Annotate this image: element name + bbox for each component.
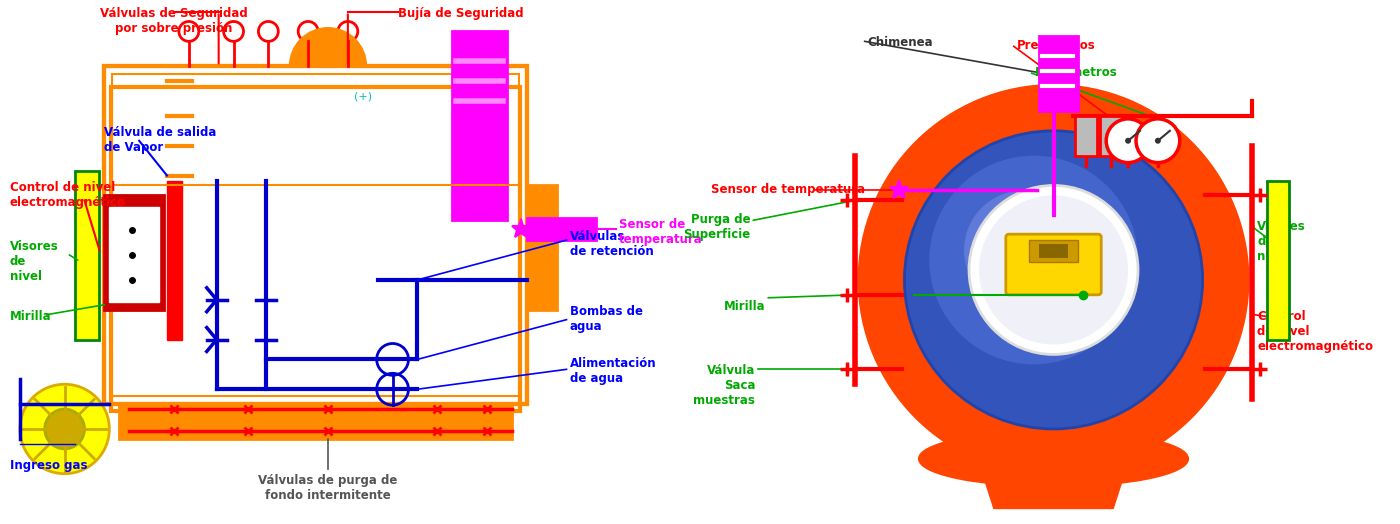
- Text: Visores
de
nivel: Visores de nivel: [10, 240, 59, 283]
- Bar: [112, 74, 519, 396]
- Bar: [167, 180, 182, 340]
- FancyBboxPatch shape: [1005, 234, 1102, 295]
- Bar: [1267, 180, 1289, 340]
- Text: Válvula
Saca
muestras: Válvula Saca muestras: [693, 364, 756, 407]
- Text: Mirilla: Mirilla: [10, 310, 52, 323]
- Bar: [119, 404, 512, 439]
- Text: Control
de nivel
electromagnético: Control de nivel electromagnético: [1257, 310, 1373, 353]
- Circle shape: [979, 195, 1128, 344]
- Text: Presostatos: Presostatos: [1016, 39, 1096, 52]
- Bar: [526, 219, 596, 240]
- Text: Válvulas
de retención: Válvulas de retención: [570, 230, 654, 258]
- Text: Sensor de
temperatura: Sensor de temperatura: [619, 219, 703, 246]
- Text: Válvula de salida
de Vapor: Válvula de salida de Vapor: [105, 126, 217, 154]
- Circle shape: [1135, 119, 1180, 162]
- Bar: [105, 66, 526, 404]
- Bar: [452, 31, 507, 220]
- Circle shape: [930, 156, 1138, 364]
- Circle shape: [45, 409, 84, 449]
- Bar: [1029, 240, 1078, 262]
- Bar: [1039, 244, 1068, 258]
- Polygon shape: [974, 447, 1133, 508]
- Text: Bujía de Seguridad: Bujía de Seguridad: [398, 7, 524, 19]
- Text: Mirilla: Mirilla: [724, 300, 766, 313]
- Bar: [105, 66, 526, 404]
- Text: Visores
de
nivel: Visores de nivel: [1257, 220, 1306, 263]
- Bar: [74, 170, 99, 340]
- Bar: [109, 208, 160, 302]
- Bar: [105, 195, 164, 310]
- Circle shape: [1126, 138, 1131, 144]
- Bar: [1039, 36, 1078, 111]
- Text: Válvulas de purga de
fondo intermitente: Válvulas de purga de fondo intermitente: [258, 474, 398, 501]
- Circle shape: [969, 185, 1138, 354]
- Text: Ingreso gas: Ingreso gas: [10, 459, 87, 472]
- Text: Alimentación
de agua: Alimentación de agua: [570, 357, 657, 386]
- Wedge shape: [290, 28, 365, 66]
- Text: Control de nivel
electromagnético: Control de nivel electromagnético: [10, 180, 126, 209]
- Text: Manómetros: Manómetros: [1035, 66, 1117, 79]
- Bar: [526, 185, 557, 310]
- Text: Sensor de temperatura: Sensor de temperatura: [711, 183, 865, 196]
- Bar: [112, 87, 519, 411]
- Circle shape: [1155, 138, 1161, 144]
- Text: Bombas de
agua: Bombas de agua: [570, 305, 643, 333]
- Text: Chimenea: Chimenea: [868, 36, 934, 49]
- Circle shape: [860, 86, 1247, 474]
- Bar: [1100, 116, 1123, 156]
- Ellipse shape: [920, 431, 1187, 486]
- Circle shape: [904, 131, 1203, 429]
- Circle shape: [1106, 119, 1149, 162]
- Circle shape: [20, 384, 109, 474]
- Bar: [1075, 116, 1098, 156]
- Text: Purga de
Superficie: Purga de Superficie: [683, 213, 750, 241]
- Circle shape: [965, 190, 1084, 310]
- Text: (+): (+): [354, 91, 372, 101]
- Text: Válvulas de Seguridad
por sobre presión: Válvulas de Seguridad por sobre presión: [99, 7, 248, 35]
